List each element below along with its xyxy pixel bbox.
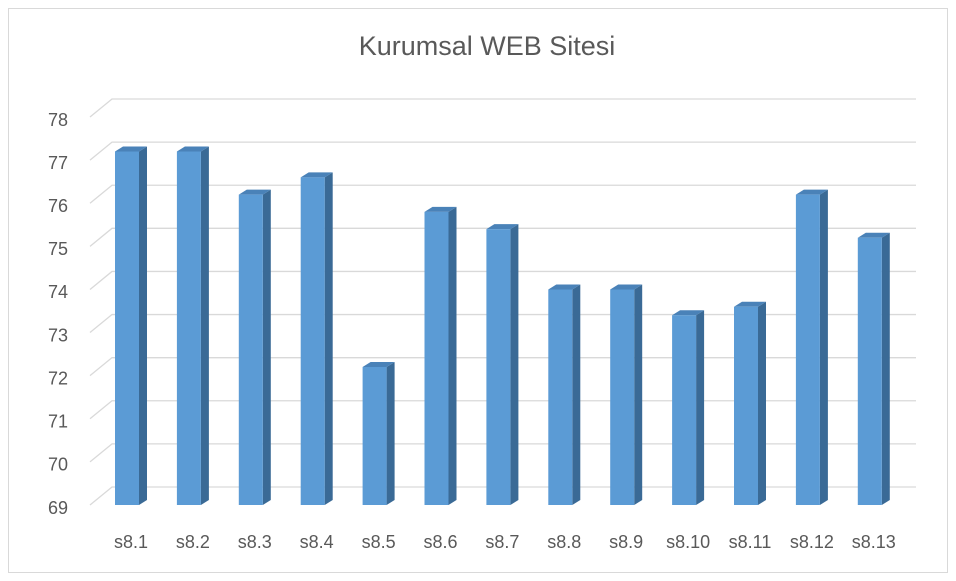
bar-side: [324, 172, 333, 505]
bar: [115, 146, 147, 505]
bar-top: [857, 232, 890, 238]
bar-top: [795, 189, 828, 195]
bar-top: [734, 301, 766, 307]
x-tick-label: s8.11: [729, 532, 772, 552]
bar: [610, 284, 643, 505]
chart-title: Kurumsal WEB Sitesi: [359, 31, 616, 61]
bar-front: [857, 237, 882, 505]
bar-front: [362, 367, 387, 505]
bar-side: [139, 146, 147, 505]
x-tick-label: s8.13: [852, 532, 896, 552]
y-tick-label: 69: [48, 498, 68, 518]
x-tick-label: s8.3: [238, 532, 272, 552]
bar-side: [881, 232, 890, 505]
chart-border: [8, 8, 948, 573]
bar-top: [115, 146, 147, 152]
bar: [857, 232, 890, 505]
bar: [424, 206, 457, 505]
bar-side: [448, 206, 457, 505]
grid-line: [89, 270, 916, 290]
bar-side: [200, 146, 209, 505]
bar-front: [486, 229, 511, 506]
y-tick-label: 74: [48, 282, 68, 302]
grid-line: [89, 313, 916, 334]
x-tick-label: s8.10: [666, 532, 710, 552]
x-tick-label: s8.1: [114, 532, 148, 552]
bar-front: [734, 306, 758, 505]
grid-line: [89, 98, 916, 118]
bar: [548, 284, 581, 505]
x-tick-label: s8.12: [790, 532, 834, 552]
grid-line: [89, 443, 916, 463]
bar-top: [238, 189, 271, 195]
x-tick-label: s8.7: [485, 532, 519, 552]
bar-top: [548, 284, 581, 290]
bar-top: [424, 206, 457, 212]
bar-side: [696, 310, 705, 505]
bar-front: [238, 194, 263, 505]
y-tick-label: 78: [48, 110, 68, 130]
grid-line: [89, 184, 916, 204]
grid-line: [89, 141, 916, 161]
bar: [672, 310, 705, 505]
x-tick-label: s8.2: [176, 532, 210, 552]
x-tick-label: s8.5: [362, 532, 396, 552]
bar-side: [510, 224, 519, 506]
y-tick-label: 73: [48, 325, 68, 345]
x-tick-label: s8.4: [300, 532, 334, 552]
bar-top: [176, 146, 209, 152]
x-tick-label: s8.6: [423, 532, 457, 552]
bar-side: [572, 284, 581, 505]
bar-front: [300, 177, 325, 505]
bar-front: [672, 315, 697, 505]
bar: [734, 301, 766, 505]
bar-side: [758, 301, 766, 505]
y-tick-label: 77: [48, 153, 68, 173]
y-tick-label: 71: [48, 412, 68, 432]
bar: [238, 189, 271, 505]
bar-front: [795, 194, 820, 505]
grid-line: [89, 400, 916, 420]
y-tick-label: 76: [48, 196, 68, 216]
bar: [300, 172, 333, 505]
bar-top: [610, 284, 643, 290]
grid-line: [89, 486, 916, 506]
y-tick-label: 70: [48, 455, 68, 475]
grid-line: [89, 357, 916, 377]
y-tick-label: 72: [48, 368, 68, 388]
bar-top: [672, 310, 705, 316]
y-tick-label: 75: [48, 239, 68, 259]
bar-top: [300, 172, 333, 178]
bar-top: [486, 224, 519, 230]
bar-front: [548, 289, 573, 505]
bar-front: [424, 211, 449, 505]
bar-side: [634, 284, 643, 505]
bar-side: [262, 189, 271, 505]
bar: [176, 146, 209, 505]
bar: [795, 189, 828, 505]
bar-front: [610, 289, 635, 505]
bar-front: [115, 151, 139, 505]
bar-top: [362, 362, 395, 368]
bar: [362, 362, 395, 505]
bar-side: [386, 362, 395, 505]
x-tick-label: s8.9: [609, 532, 643, 552]
bar-side: [819, 189, 828, 505]
bar: [486, 224, 519, 506]
bar-front: [176, 151, 201, 505]
x-tick-label: s8.8: [547, 532, 581, 552]
grid-line: [89, 227, 916, 247]
